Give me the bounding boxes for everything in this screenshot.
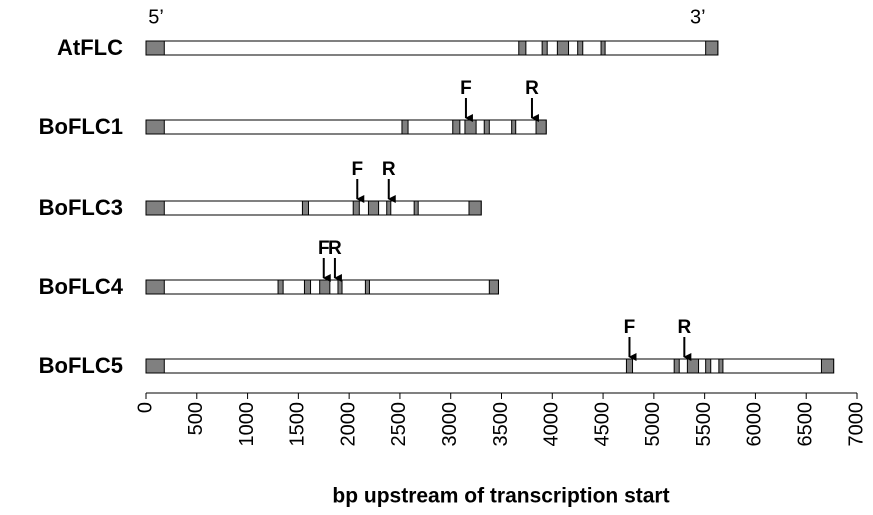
exon [541,40,548,56]
exon [413,200,419,216]
gene-bar [145,358,835,374]
x-tick-label: 6000 [744,402,766,447]
exon [145,119,165,135]
primer-label: F [460,78,472,99]
exon [820,358,835,374]
primer-label: R [525,78,539,99]
x-tick-label: 1000 [236,402,258,447]
exon [452,119,461,135]
exon [577,40,584,56]
exon [367,200,380,216]
exon [518,40,527,56]
exon [386,200,392,216]
exon [600,40,606,56]
gene-label: AtFLC [57,35,123,60]
primer-label: R [328,238,342,259]
exon [145,200,165,216]
x-tick-label: 3500 [490,402,512,447]
exon [535,119,547,135]
x-tick-label: 4000 [541,402,563,447]
primer-label: F [624,317,636,338]
exon [673,358,680,374]
exon [145,279,165,295]
x-axis-title: bp upstream of transcription start [332,485,669,508]
x-tick-label: 5500 [693,402,715,447]
exon [556,40,570,56]
gene-label: BoFLC3 [39,195,123,220]
gene-label: BoFLC1 [39,114,123,139]
exon [705,40,719,56]
x-tick-label: 4500 [591,402,613,447]
x-tick-label: 2500 [388,402,410,447]
x-tick-label: 7000 [845,402,867,447]
exon [337,279,343,295]
exon [468,200,482,216]
exon [401,119,409,135]
exon [488,279,499,295]
primer-label: R [677,317,691,338]
x-tick-label: 1500 [287,402,309,447]
exon [511,119,517,135]
x-tick-label: 5000 [642,402,664,447]
exon [277,279,284,295]
gene-bar [145,40,719,56]
exon [483,119,490,135]
x-tick-label: 500 [185,402,207,435]
primer-label: R [382,159,396,180]
exon [364,279,370,295]
exon [145,358,165,374]
gene-label: BoFLC5 [39,353,123,378]
exon [145,40,165,56]
three-prime-label: 3’ [690,6,706,28]
x-tick-label: 2000 [337,402,359,447]
primer-label: F [318,238,330,259]
exon [301,200,310,216]
x-tick-label: 3000 [439,402,461,447]
exon [705,358,712,374]
x-tick-label: 6500 [794,402,816,447]
exon [352,200,360,216]
primer-label: F [351,159,363,180]
exon [303,279,312,295]
exon [625,358,634,374]
five-prime-label: 5’ [148,6,164,28]
gene-bar [145,200,482,216]
exon [686,358,700,374]
exon [464,119,477,135]
exon [319,279,331,295]
exon [718,358,724,374]
gene-label: BoFLC4 [39,274,124,299]
x-tick-label: 0 [134,402,156,413]
